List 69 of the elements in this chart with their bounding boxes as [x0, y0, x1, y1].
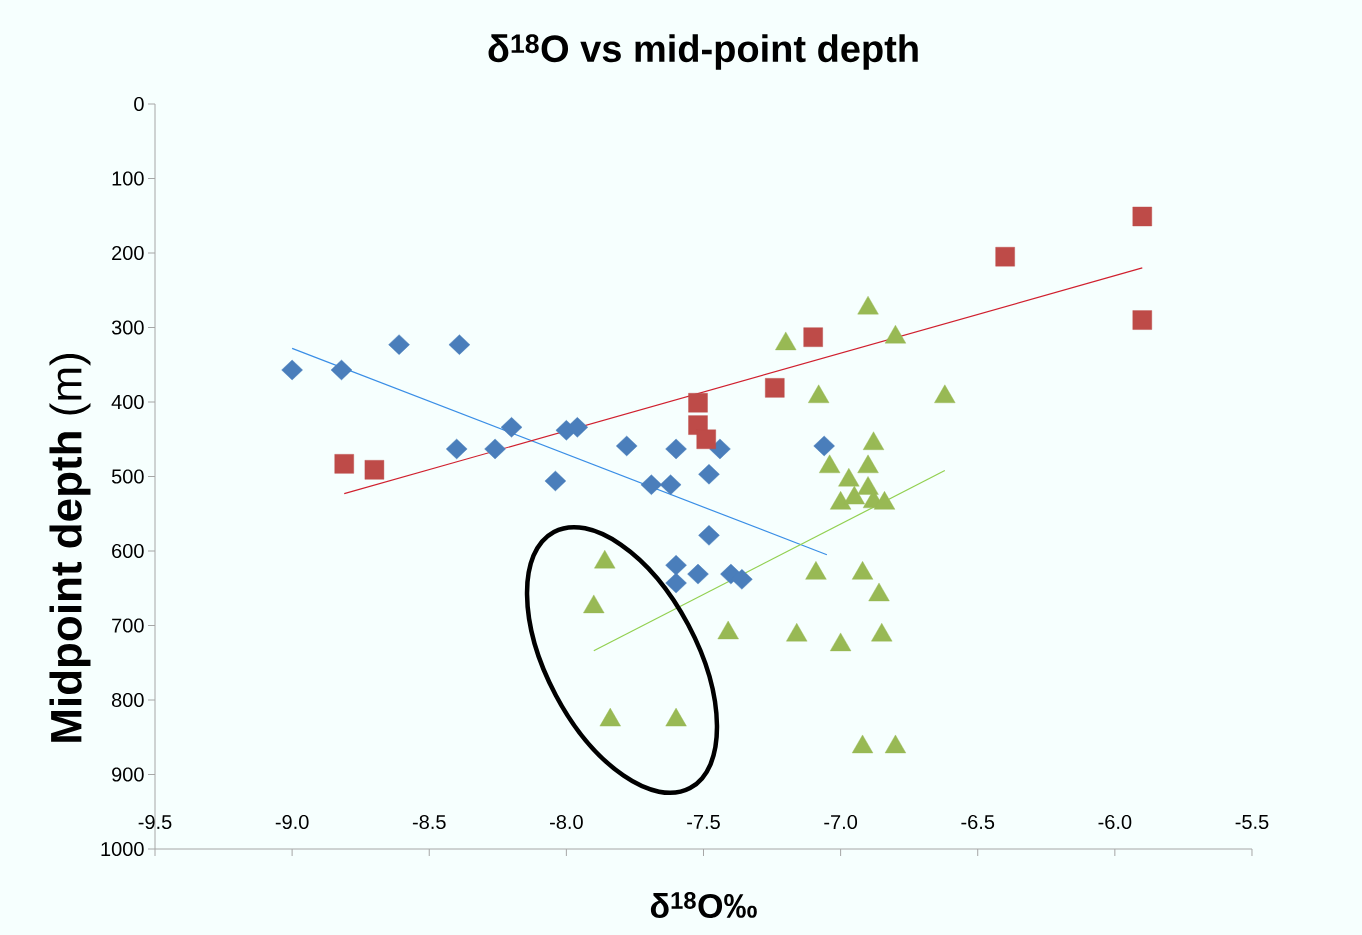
point [599, 707, 621, 727]
y-tick-label: 0 [134, 96, 144, 112]
y-tick-label: 1000 [101, 841, 144, 857]
point [640, 474, 663, 495]
point [500, 417, 523, 438]
y-tick-label: 800 [111, 692, 144, 708]
y-tick-label: 600 [112, 543, 144, 559]
x-axis-title: δ$^{18}$O‰ [650, 892, 757, 918]
x-tick-label: -8.0 [550, 814, 583, 830]
point [334, 454, 354, 474]
point [484, 438, 506, 460]
point [445, 438, 468, 460]
point [364, 460, 385, 480]
point [665, 707, 687, 727]
point [388, 334, 410, 355]
point [868, 582, 890, 602]
chart-title: δ$^{18}$O vs mid-point depth [488, 34, 918, 70]
x-tick-label: -7.0 [824, 814, 858, 830]
point [659, 474, 682, 495]
point [786, 622, 808, 642]
point [665, 438, 687, 460]
point [717, 620, 739, 640]
x-tick-label: -9.5 [138, 814, 172, 830]
point [851, 734, 874, 754]
point [665, 572, 687, 594]
y-tick-label: 900 [112, 767, 144, 782]
point [1132, 206, 1152, 227]
y-tick-label: 300 [111, 320, 144, 335]
point [281, 359, 303, 381]
point [851, 561, 874, 580]
point [873, 491, 896, 510]
point [616, 435, 638, 457]
point [843, 485, 865, 505]
x-tick-label: -5.5 [1235, 815, 1269, 829]
point [805, 561, 827, 580]
y-tick-label: 200 [112, 245, 144, 261]
point [1132, 310, 1152, 330]
x-tick-label: -9.0 [275, 814, 309, 830]
y-axis-title: Midpoint depth (m) [49, 354, 91, 742]
point [688, 393, 708, 413]
point [871, 622, 893, 642]
y-tick-label: 500 [111, 469, 144, 484]
point [330, 359, 353, 381]
point [995, 247, 1015, 267]
point [544, 470, 567, 492]
point [838, 468, 860, 487]
point [583, 594, 605, 614]
point [698, 525, 720, 546]
point [830, 491, 852, 510]
point [698, 464, 720, 485]
y-tick-label: 400 [111, 394, 144, 410]
point [687, 563, 709, 585]
point [765, 378, 785, 398]
point [696, 429, 716, 449]
point [813, 435, 835, 457]
point [884, 734, 907, 754]
point [857, 454, 879, 474]
point [665, 554, 687, 576]
y-tick-label: 100 [112, 171, 144, 186]
point [819, 454, 841, 474]
point [830, 632, 852, 652]
point [594, 549, 616, 569]
x-tick-label: -7.5 [687, 815, 720, 829]
point [448, 334, 471, 355]
y-tick-label: 700 [112, 618, 144, 633]
x-tick-label: -8.5 [412, 814, 446, 830]
x-tick-label: -6.5 [961, 814, 995, 830]
point [803, 327, 823, 347]
x-tick-label: -6.0 [1098, 814, 1132, 830]
